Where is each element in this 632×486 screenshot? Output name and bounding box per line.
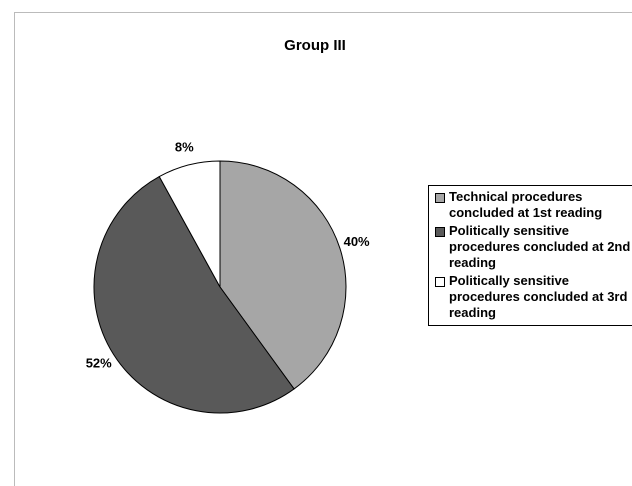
pie-slice (158, 160, 221, 288)
legend-item: Technical procedures concluded at 1st re… (435, 189, 632, 221)
legend-item: Politically sensitive procedures conclud… (435, 273, 632, 321)
pie-slice (93, 175, 295, 414)
legend-swatch (435, 227, 445, 237)
legend-swatch (435, 193, 445, 203)
chart-title: Group III (284, 37, 346, 54)
legend-swatch (435, 277, 445, 287)
data-label: 40% (344, 234, 370, 249)
legend-label: Politically sensitive procedures conclud… (449, 223, 631, 270)
legend-label: Technical procedures concluded at 1st re… (449, 189, 603, 220)
legend-item: Politically sensitive procedures conclud… (435, 223, 632, 271)
legend: Technical procedures concluded at 1st re… (428, 185, 632, 326)
pie-slice (219, 160, 347, 390)
data-label: 8% (175, 139, 194, 154)
legend-label: Politically sensitive procedures conclud… (449, 273, 628, 320)
data-label: 52% (86, 355, 112, 370)
